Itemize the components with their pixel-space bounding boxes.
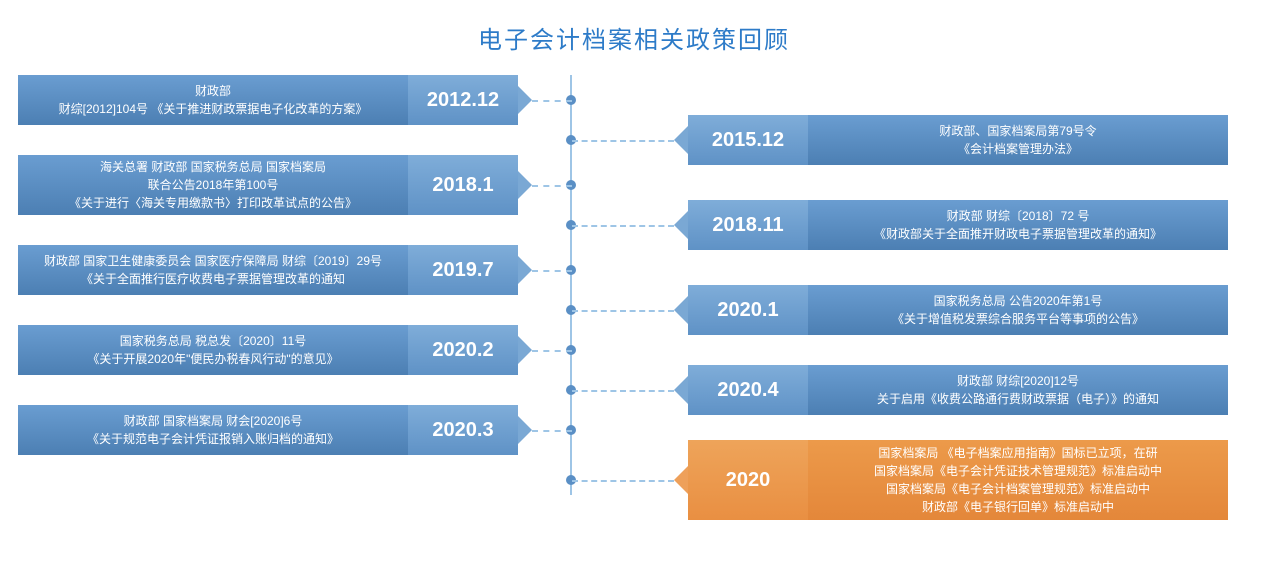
description-line: 《关于规范电子会计凭证报销入账归档的通知》: [87, 430, 339, 448]
entry-date: 2020.3: [408, 405, 518, 455]
description-line: 国家档案局《电子会计档案管理规范》标准启动中: [886, 480, 1150, 498]
entry-description: 财政部 国家卫生健康委员会 国家医疗保障局 财综〔2019〕29号《关于全面推行…: [18, 245, 408, 295]
entry-date: 2019.7: [408, 245, 518, 295]
page-title: 电子会计档案相关政策回顾: [0, 0, 1268, 55]
timeline-dash: [532, 430, 572, 432]
description-line: 国家档案局 《电子档案应用指南》国标已立项，在研: [878, 444, 1157, 462]
arrow-icon: [518, 171, 532, 199]
timeline-dash: [572, 310, 674, 312]
timeline-dash: [532, 270, 572, 272]
entry-description: 财政部 财综〔2018〕72 号《财政部关于全面推开财政电子票据管理改革的通知》: [808, 200, 1228, 250]
entry-description: 国家税务总局 公告2020年第1号《关于增值税发票综合服务平台等事项的公告》: [808, 285, 1228, 335]
description-line: 财政部 财综[2020]12号: [957, 372, 1079, 390]
entry-description: 财政部 财综[2020]12号关于启用《收费公路通行费财政票据（电子）》的通知: [808, 365, 1228, 415]
timeline-entry-left: 财政部 国家卫生健康委员会 国家医疗保障局 财综〔2019〕29号《关于全面推行…: [18, 245, 532, 295]
description-line: 财政部: [195, 82, 231, 100]
description-line: 《关于开展2020年"便民办税春风行动"的意见》: [87, 350, 338, 368]
arrow-icon: [674, 211, 688, 239]
description-line: 关于启用《收费公路通行费财政票据（电子）》的通知: [877, 390, 1159, 408]
arrow-icon: [518, 86, 532, 114]
description-line: 联合公告2018年第100号: [148, 176, 279, 194]
entry-date: 2012.12: [408, 75, 518, 125]
description-line: 国家档案局《电子会计凭证技术管理规范》标准启动中: [874, 462, 1162, 480]
timeline-dash: [572, 140, 674, 142]
description-line: 国家税务总局 税总发〔2020〕11号: [120, 332, 307, 350]
arrow-icon: [518, 336, 532, 364]
arrow-icon: [674, 296, 688, 324]
entry-date: 2020.4: [688, 365, 808, 415]
description-line: 《关于进行〈海关专用缴款书〉打印改革试点的公告》: [69, 194, 357, 212]
entry-date: 2020: [688, 440, 808, 520]
timeline-dash: [532, 350, 572, 352]
arrow-icon: [518, 416, 532, 444]
description-line: 财政部 财综〔2018〕72 号: [947, 207, 1090, 225]
description-line: 国家税务总局 公告2020年第1号: [934, 292, 1103, 310]
arrow-icon: [674, 466, 688, 494]
arrow-icon: [518, 256, 532, 284]
timeline-entry-left: 国家税务总局 税总发〔2020〕11号《关于开展2020年"便民办税春风行动"的…: [18, 325, 532, 375]
entry-description: 财政部财综[2012]104号 《关于推进财政票据电子化改革的方案》: [18, 75, 408, 125]
description-line: 财政部 国家卫生健康委员会 国家医疗保障局 财综〔2019〕29号: [44, 252, 382, 270]
timeline-entry-right: 2018.11财政部 财综〔2018〕72 号《财政部关于全面推开财政电子票据管…: [674, 200, 1228, 250]
entry-description: 财政部、国家档案局第79号令《会计档案管理办法》: [808, 115, 1228, 165]
description-line: 《关于全面推行医疗收费电子票据管理改革的通知: [81, 270, 345, 288]
entry-date: 2020.2: [408, 325, 518, 375]
timeline-dash: [532, 100, 572, 102]
timeline-entry-right: 2020国家档案局 《电子档案应用指南》国标已立项，在研国家档案局《电子会计凭证…: [674, 440, 1228, 520]
timeline-entry-left: 财政部财综[2012]104号 《关于推进财政票据电子化改革的方案》2012.1…: [18, 75, 532, 125]
timeline-dash: [532, 185, 572, 187]
description-line: 《关于增值税发票综合服务平台等事项的公告》: [892, 310, 1144, 328]
timeline-entry-left: 财政部 国家档案局 财会[2020]6号《关于规范电子会计凭证报销入账归档的通知…: [18, 405, 532, 455]
entry-description: 财政部 国家档案局 财会[2020]6号《关于规范电子会计凭证报销入账归档的通知…: [18, 405, 408, 455]
timeline-entry-left: 海关总署 财政部 国家税务总局 国家档案局联合公告2018年第100号《关于进行…: [18, 155, 532, 215]
description-line: 财政部、国家档案局第79号令: [939, 122, 1096, 140]
entry-date: 2018.1: [408, 155, 518, 215]
arrow-icon: [674, 376, 688, 404]
description-line: 《财政部关于全面推开财政电子票据管理改革的通知》: [874, 225, 1162, 243]
timeline-dash: [572, 390, 674, 392]
entry-description: 海关总署 财政部 国家税务总局 国家档案局联合公告2018年第100号《关于进行…: [18, 155, 408, 215]
description-line: 财综[2012]104号 《关于推进财政票据电子化改革的方案》: [59, 100, 368, 118]
timeline-entry-right: 2015.12财政部、国家档案局第79号令《会计档案管理办法》: [674, 115, 1228, 165]
arrow-icon: [674, 126, 688, 154]
timeline-dash: [572, 480, 674, 482]
description-line: 财政部 国家档案局 财会[2020]6号: [124, 412, 303, 430]
description-line: 《会计档案管理办法》: [958, 140, 1078, 158]
entry-date: 2018.11: [688, 200, 808, 250]
entry-date: 2015.12: [688, 115, 808, 165]
description-line: 财政部《电子银行回单》标准启动中: [922, 498, 1114, 516]
entry-date: 2020.1: [688, 285, 808, 335]
timeline-dash: [572, 225, 674, 227]
entry-description: 国家档案局 《电子档案应用指南》国标已立项，在研国家档案局《电子会计凭证技术管理…: [808, 440, 1228, 520]
timeline-entry-right: 2020.4财政部 财综[2020]12号关于启用《收费公路通行费财政票据（电子…: [674, 365, 1228, 415]
entry-description: 国家税务总局 税总发〔2020〕11号《关于开展2020年"便民办税春风行动"的…: [18, 325, 408, 375]
description-line: 海关总署 财政部 国家税务总局 国家档案局: [100, 158, 326, 176]
timeline-entry-right: 2020.1国家税务总局 公告2020年第1号《关于增值税发票综合服务平台等事项…: [674, 285, 1228, 335]
